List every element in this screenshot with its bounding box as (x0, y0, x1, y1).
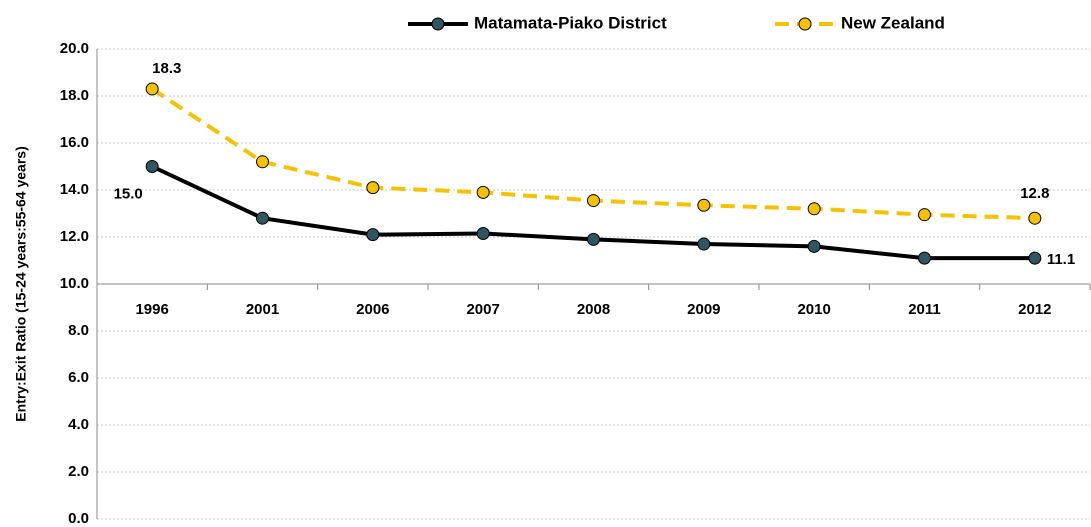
data-label: 11.1 (1047, 251, 1075, 268)
y-tick-label: 10.0 (60, 275, 89, 292)
data-point (256, 211, 269, 225)
data-label: 12.8 (1020, 185, 1049, 202)
data-point (1028, 211, 1042, 225)
data-point (587, 194, 600, 208)
y-tick-label: 20.0 (60, 40, 89, 57)
data-point (256, 155, 269, 169)
data-point (366, 181, 380, 195)
data-point (145, 82, 159, 96)
x-tick-label: 2006 (356, 301, 389, 318)
legend-label: New Zealand (841, 13, 945, 32)
y-tick-label: 14.0 (60, 181, 89, 198)
data-point (1028, 251, 1042, 265)
y-tick-label: 0.0 (68, 510, 89, 527)
data-point (145, 160, 159, 173)
y-tick-label: 4.0 (68, 416, 89, 433)
data-point (697, 198, 711, 212)
data-point (807, 239, 821, 253)
y-tick-label: 16.0 (60, 134, 89, 151)
data-point (476, 185, 490, 199)
y-tick-label: 18.0 (60, 87, 89, 104)
x-tick-label: 2008 (577, 301, 610, 318)
y-tick-label: 6.0 (68, 369, 89, 386)
legend-marker (798, 17, 812, 31)
x-tick-label: 2011 (908, 301, 941, 318)
y-tick-label: 8.0 (68, 322, 89, 339)
x-tick-label: 2012 (1018, 301, 1051, 318)
data-point (918, 251, 931, 265)
x-tick-label: 2009 (687, 301, 720, 318)
y-tick-label: 2.0 (68, 463, 89, 480)
data-point (366, 228, 380, 242)
legend-label: Matamata-Piako District (474, 13, 667, 32)
data-label: 18.3 (152, 60, 181, 77)
data-point (476, 226, 490, 240)
y-axis-label: Entry:Exit Ratio (15-24 years:55-64 year… (13, 146, 29, 421)
x-tick-label: 2007 (466, 301, 499, 318)
y-tick-label: 12.0 (60, 228, 89, 245)
data-label: 15.0 (114, 185, 143, 202)
data-point (697, 237, 711, 251)
legend-marker (431, 17, 445, 31)
data-point (807, 202, 821, 216)
x-tick-label: 2010 (797, 301, 830, 318)
x-tick-label: 1996 (135, 301, 168, 318)
data-point (587, 232, 600, 246)
x-tick-label: 2001 (246, 301, 279, 318)
data-point (918, 208, 931, 222)
